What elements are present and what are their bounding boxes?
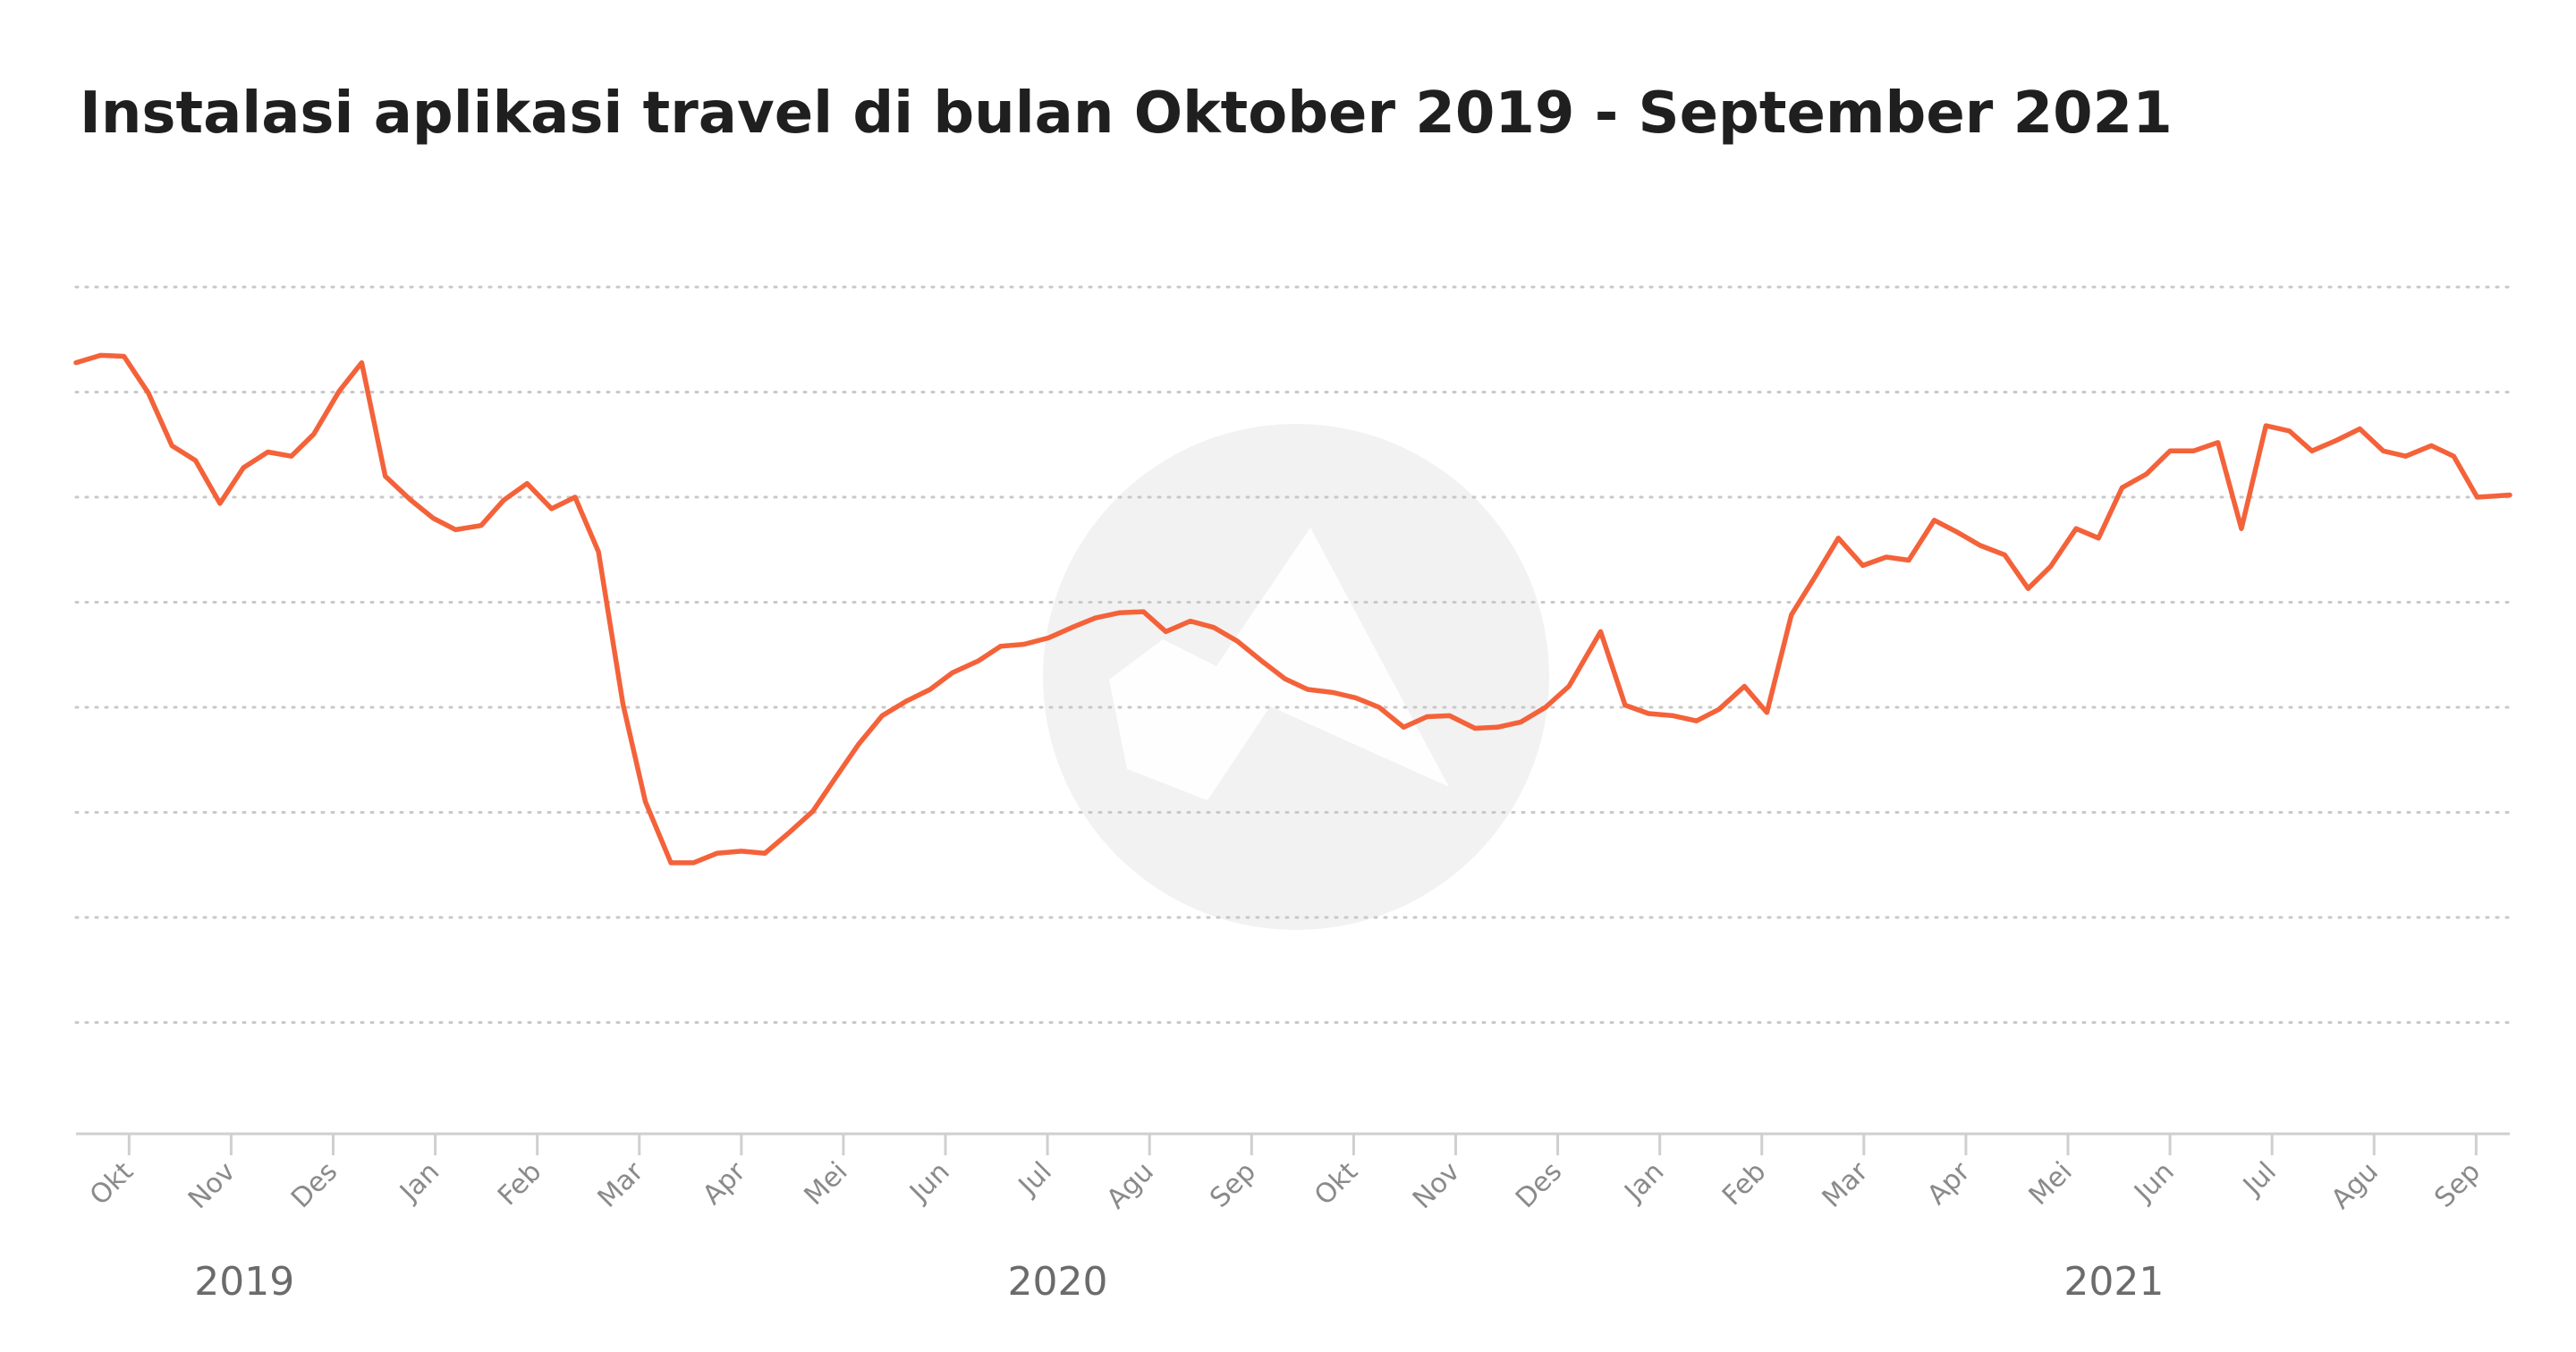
x-tick-label: Jun [2127,1156,2180,1209]
year-label: 2019 [194,1259,294,1305]
x-tick-label: Des [285,1156,343,1214]
x-tick-label: Okt [84,1156,140,1212]
x-tick-label: Nov [182,1156,242,1215]
x-tick-label: Mei [799,1156,854,1212]
year-label: 2021 [2063,1259,2164,1305]
x-tick-label: Feb [492,1156,547,1212]
x-tick-label: Feb [1716,1156,1772,1212]
watermark-logo [1109,528,1449,800]
watermark [1043,424,1549,930]
x-tick-label: Sep [2428,1156,2487,1214]
x-tick-label: Jul [1012,1156,1058,1203]
x-tick-label: Mei [2023,1156,2079,1212]
year-label: 2020 [1008,1259,1108,1305]
x-tick-label: Mar [1817,1155,1875,1213]
x-tick-label: Jun [902,1156,955,1209]
x-tick-label: Nov [1407,1156,1466,1215]
x-tick-label: Okt [1309,1156,1364,1212]
x-tick-label: Agu [1101,1156,1160,1215]
x-tick-label: Agu [2326,1156,2385,1215]
x-tick-label: Mar [592,1155,650,1213]
chart-title: Instalasi aplikasi travel di bulan Oktob… [80,80,2173,147]
x-tick-label: Jan [393,1156,445,1209]
x-tick-label: Des [1510,1156,1568,1214]
x-tick-label: Sep [1204,1156,1262,1214]
x-tick-label: Jan [1617,1156,1670,1209]
x-tick-label: Apr [697,1155,752,1211]
data-line [73,352,2512,866]
x-tick-label: Jul [2236,1156,2283,1203]
x-tick-label: Apr [1921,1155,1977,1211]
